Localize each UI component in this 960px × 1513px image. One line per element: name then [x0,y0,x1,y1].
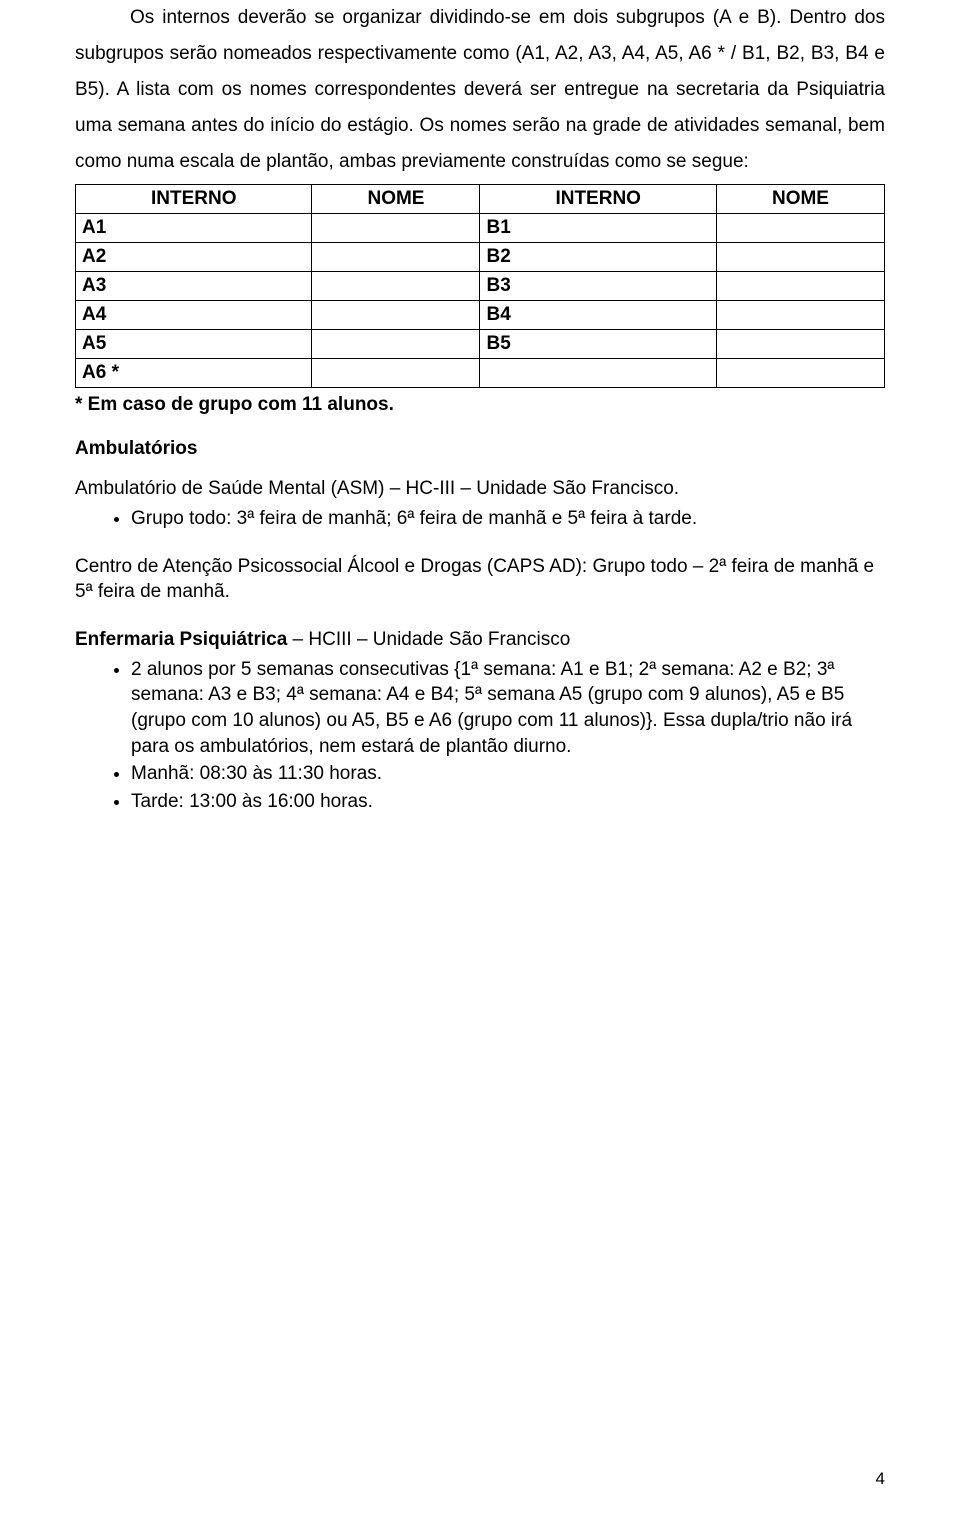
table-cell [716,301,884,330]
table-header-cell: INTERNO [480,185,716,214]
table-cell: B4 [480,301,716,330]
table-row: A5 B5 [76,330,885,359]
list-item: Tarde: 13:00 às 16:00 horas. [131,789,885,815]
caps-paragraph: Centro de Atenção Psicossocial Álcool e … [75,554,885,605]
enfermaria-title: Enfermaria Psiquiátrica [75,629,287,650]
table-cell: A5 [76,330,312,359]
table-cell: A4 [76,301,312,330]
table-cell: A2 [76,243,312,272]
amb-bullet-list: Grupo todo: 3ª feira de manhã; 6ª feira … [75,506,885,532]
table-cell [716,243,884,272]
document-page: Os internos deverão se organizar dividin… [0,0,960,1513]
table-cell: B5 [480,330,716,359]
table-cell: B2 [480,243,716,272]
enf-bullet-list: 2 alunos por 5 semanas consecutivas {1ª … [75,657,885,815]
amb-line: Ambulatório de Saúde Mental (ASM) – HC-I… [75,476,885,502]
table-cell [312,272,480,301]
table-cell [312,243,480,272]
ambulatorios-title: Ambulatórios [75,438,885,460]
table-cell [312,359,480,388]
page-number: 4 [876,1469,885,1489]
table-cell [480,359,716,388]
table-header-cell: NOME [312,185,480,214]
table-header-cell: INTERNO [76,185,312,214]
table-cell [716,214,884,243]
list-item: Manhã: 08:30 às 11:30 horas. [131,761,885,787]
table-row: A3 B3 [76,272,885,301]
table-cell: B1 [480,214,716,243]
table-cell [312,214,480,243]
table-header-row: INTERNO NOME INTERNO NOME [76,185,885,214]
table-cell: A3 [76,272,312,301]
table-row: A2 B2 [76,243,885,272]
table-row: A1 B1 [76,214,885,243]
table-cell [716,272,884,301]
enfermaria-rest: – HCIII – Unidade São Francisco [287,629,570,650]
table-cell [716,330,884,359]
table-row: A4 B4 [76,301,885,330]
intro-paragraph: Os internos deverão se organizar dividin… [75,0,885,180]
table-cell: B3 [480,272,716,301]
table-cell: A6 * [76,359,312,388]
table-cell [716,359,884,388]
list-item: Grupo todo: 3ª feira de manhã; 6ª feira … [131,506,885,532]
table-footnote: * Em caso de grupo com 11 alunos. [75,394,885,416]
enfermaria-heading: Enfermaria Psiquiátrica – HCIII – Unidad… [75,627,885,653]
table-cell [312,330,480,359]
interns-table: INTERNO NOME INTERNO NOME A1 B1 A2 B2 A3… [75,184,885,388]
table-row: A6 * [76,359,885,388]
table-header-cell: NOME [716,185,884,214]
table-cell: A1 [76,214,312,243]
table-cell [312,301,480,330]
list-item: 2 alunos por 5 semanas consecutivas {1ª … [131,657,885,760]
